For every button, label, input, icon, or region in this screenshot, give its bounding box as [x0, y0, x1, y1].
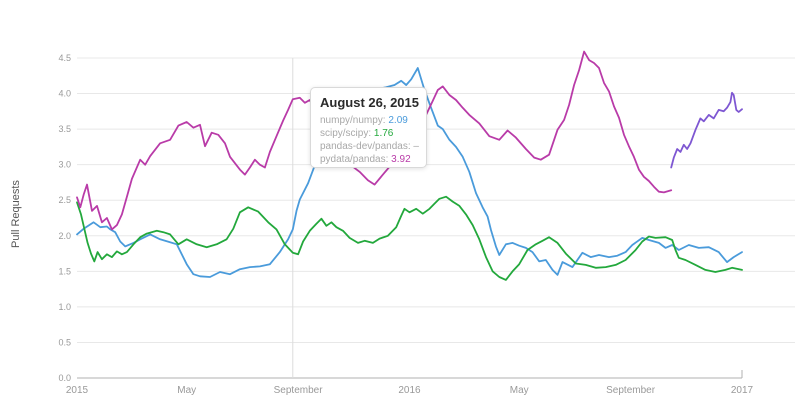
y-tick-label: 2.5 [58, 195, 71, 205]
tooltip-row: pandas-dev/pandas: – [320, 140, 419, 153]
y-tick-label: 1.5 [58, 266, 71, 276]
y-tick-label: 4.0 [58, 89, 71, 99]
x-axis-tick-labels: 2015 May September 2016 May September 2017 [66, 385, 754, 396]
y-axis-tick-labels: 0.0 0.5 1.0 1.5 2.0 2.5 3.0 3.5 4.0 4.5 [58, 53, 71, 383]
tooltip-series-label: pandas-dev/pandas: [320, 141, 414, 152]
tooltip-row: numpy/numpy: 2.09 [320, 114, 417, 127]
x-tick-label: 2017 [731, 385, 754, 396]
x-tick-label: May [510, 385, 529, 396]
y-tick-label: 1.0 [58, 302, 71, 312]
y-tick-label: 0.0 [58, 373, 71, 383]
x-tick-label: 2015 [66, 385, 89, 396]
tooltip-series-value: 2.09 [388, 115, 408, 126]
series-line-pandas-dev-pandas [670, 91, 743, 169]
x-tick-label: May [177, 385, 196, 396]
series-line-scipy-scipy [76, 195, 743, 281]
x-tick-label: September [606, 385, 656, 396]
tooltip-row: pydata/pandas: 3.92 [320, 153, 417, 166]
y-tick-label: 3.0 [58, 160, 71, 170]
x-tick-label: September [274, 385, 324, 396]
x-tick-label: 2016 [398, 385, 421, 396]
tooltip-series-value: – [413, 141, 419, 152]
y-tick-label: 2.0 [58, 231, 71, 241]
tooltip-series-value: 1.76 [373, 128, 394, 139]
y-tick-label: 4.5 [58, 53, 71, 63]
tooltip-series-value: 3.92 [391, 154, 411, 165]
tooltip-date: August 26, 2015 [320, 95, 419, 110]
y-tick-label: 0.5 [58, 337, 71, 347]
tooltip-rows: numpy/numpy: 2.09 scipy/scipy: 1.76 pandas… [320, 114, 419, 166]
tooltip-series-label: numpy/numpy: [320, 115, 389, 126]
tooltip-series-label: scipy/scipy: [320, 128, 374, 139]
y-tick-label: 3.5 [58, 124, 71, 134]
gridlines [77, 57, 795, 379]
tooltip-series-label: pydata/pandas: [320, 154, 392, 165]
hover-tooltip: August 26, 2015 numpy/numpy: 2.09 scipy/s… [310, 87, 427, 168]
tooltip-row: scipy/scipy: 1.76 [320, 127, 417, 140]
series-line-pydata-pandas [76, 50, 673, 231]
